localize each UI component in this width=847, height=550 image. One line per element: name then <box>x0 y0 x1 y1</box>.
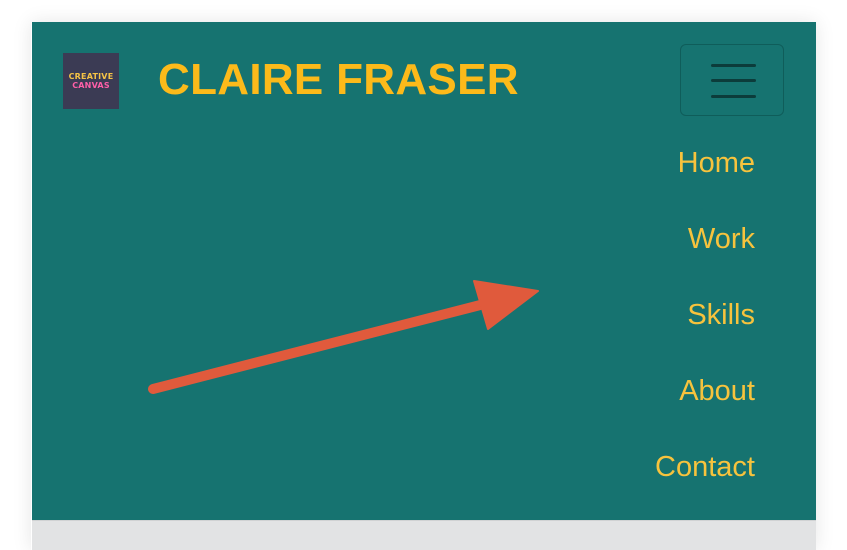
nav-menu: Home Work Skills About Contact <box>455 140 755 520</box>
nav-link-home[interactable]: Home <box>677 147 755 179</box>
brand-logo[interactable]: CREATIVE CANVAS <box>63 53 119 109</box>
navbar: CREATIVE CANVAS CLAIRE FRASER Home Work … <box>32 22 816 520</box>
nav-item-home: Home <box>455 140 755 216</box>
menu-toggle-button[interactable] <box>680 44 784 116</box>
nav-link-contact[interactable]: Contact <box>655 451 755 483</box>
logo-text-line1: CREATIVE <box>68 71 114 81</box>
hamburger-bar-middle <box>711 79 756 82</box>
page-content-area <box>32 520 816 550</box>
nav-item-about: About <box>455 368 755 444</box>
hamburger-bar-bottom <box>711 95 756 98</box>
nav-link-work[interactable]: Work <box>687 223 755 255</box>
nav-link-about[interactable]: About <box>679 375 755 407</box>
nav-item-skills: Skills <box>455 292 755 368</box>
hamburger-bar-top <box>711 64 756 67</box>
brand-title[interactable]: CLAIRE FRASER <box>158 55 519 104</box>
nav-link-skills[interactable]: Skills <box>687 299 755 331</box>
nav-item-work: Work <box>455 216 755 292</box>
logo-text-line2: CANVAS <box>72 80 110 90</box>
nav-item-contact: Contact <box>455 444 755 520</box>
